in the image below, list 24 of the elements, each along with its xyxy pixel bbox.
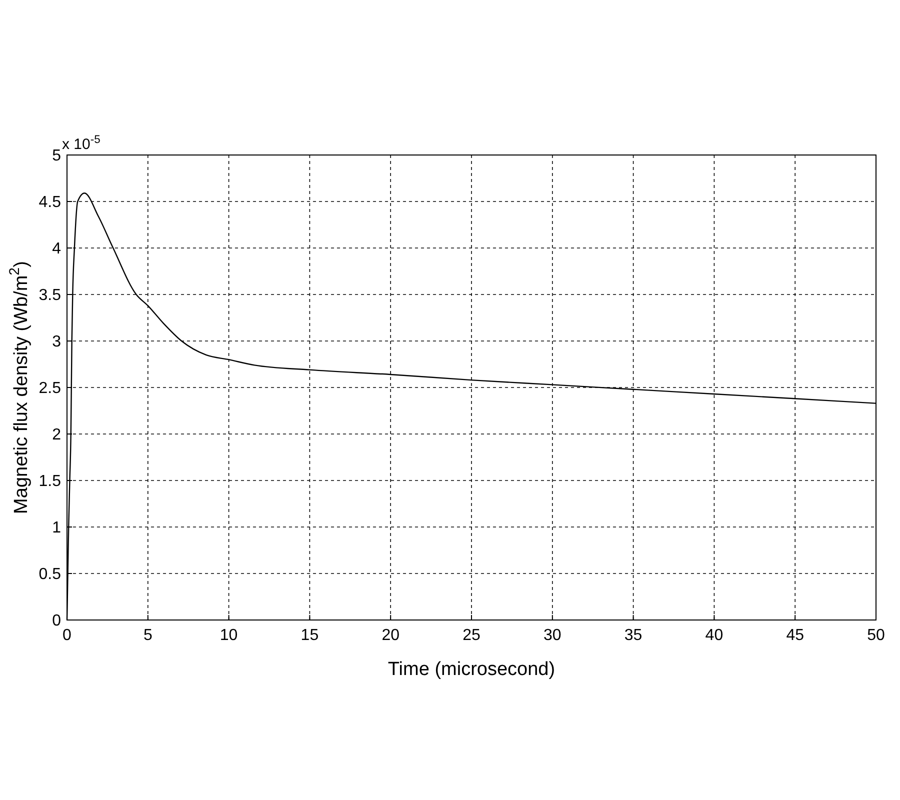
- y-tick-label: 3: [52, 334, 62, 351]
- y-tick-label: 5: [52, 148, 62, 165]
- y-tick-label: 4: [52, 240, 62, 258]
- text: x 10$^{-5}$: [62, 134, 100, 153]
- x-tick-label: 10: [220, 627, 238, 644]
- y-tick-label: 1.5: [38, 473, 62, 490]
- x-tick-label: 50: [867, 627, 885, 644]
- y-tick-label: 4.5: [38, 194, 62, 212]
- y-tick-label: 2.5: [38, 380, 62, 398]
- y-tick-label: 2: [52, 426, 62, 444]
- x-tick-label: 30: [544, 627, 562, 644]
- y-tick-label: 0: [52, 612, 62, 630]
- x-axis-title: Time (microsecond): [388, 659, 556, 680]
- x-tick-label: 35: [624, 627, 642, 644]
- y-tick-label: 1: [52, 520, 62, 537]
- x-tick-label: 15: [300, 627, 319, 644]
- x-tick-label: 25: [462, 627, 480, 644]
- x-tick-label: 20: [382, 627, 400, 644]
- y-tick-label: 3.5: [38, 287, 62, 304]
- x-tick-label: 0: [62, 627, 72, 644]
- x-tick-label: 5: [143, 627, 152, 644]
- y-tick-label: 0.5: [38, 566, 62, 584]
- x-tick-label: 45: [786, 627, 804, 644]
- x-tick-label: 40: [705, 627, 724, 644]
